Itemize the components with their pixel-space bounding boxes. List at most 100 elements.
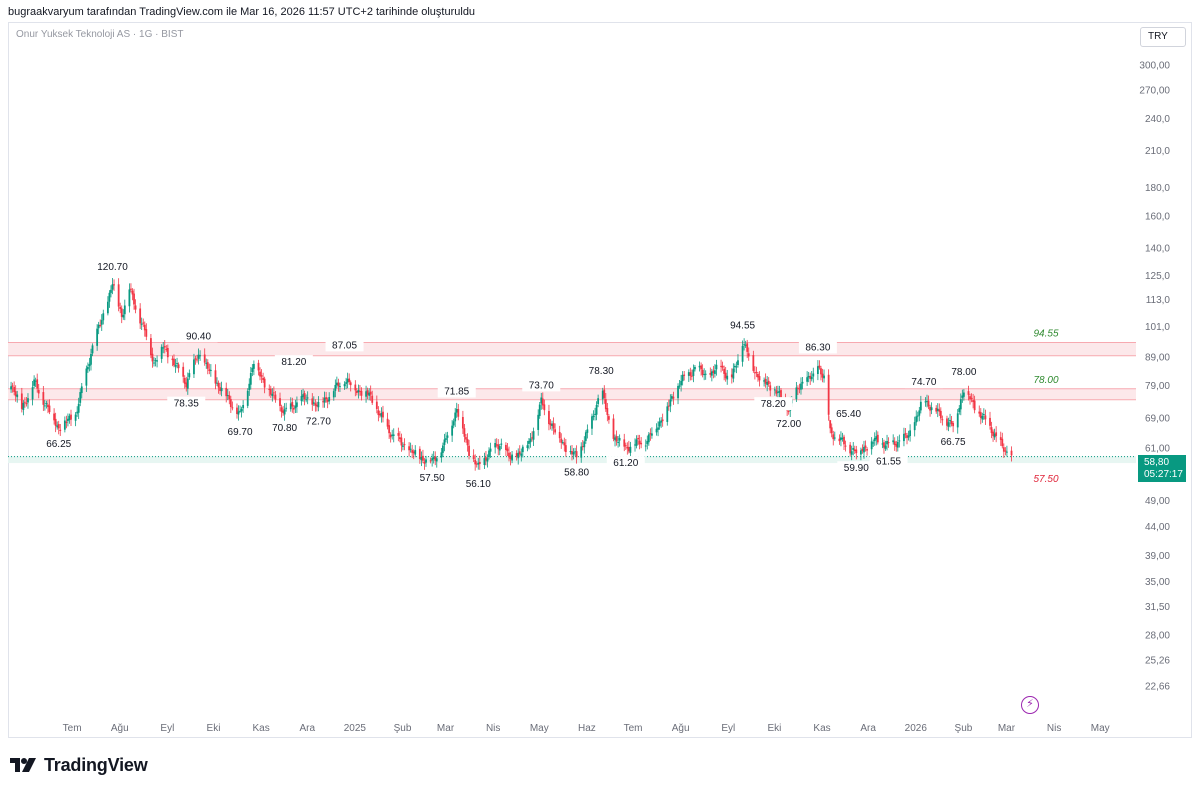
candle-up <box>248 378 251 396</box>
chart-frame <box>8 22 1192 738</box>
price-label: 56.10 <box>466 479 491 490</box>
candle-body <box>721 365 724 368</box>
candle-up <box>812 367 815 383</box>
candle-down <box>397 427 400 442</box>
candle-down <box>798 383 801 394</box>
candle-up <box>947 417 950 432</box>
price-label-bg <box>837 461 876 475</box>
candle-up <box>305 394 308 403</box>
candle-up <box>312 396 315 407</box>
candle-body <box>961 395 964 398</box>
candle-body <box>1006 451 1008 453</box>
candle-up <box>884 440 887 451</box>
candle-up <box>807 371 810 383</box>
price-label-bg <box>299 414 338 428</box>
candle-up <box>806 371 809 386</box>
price-label: 58.80 <box>564 468 589 479</box>
candle-body <box>377 410 380 416</box>
candle-body <box>712 370 715 374</box>
candle-body <box>57 424 60 429</box>
candle-up <box>209 364 212 377</box>
candle-up <box>778 385 781 399</box>
candle-body <box>735 366 738 368</box>
candle-body <box>1010 450 1013 456</box>
candle-up <box>199 350 201 361</box>
candle-body <box>335 382 338 386</box>
candle-body <box>829 415 832 429</box>
candle-down <box>257 359 260 376</box>
candle-body <box>13 387 16 393</box>
candle-down <box>53 408 56 425</box>
candle-down <box>119 302 122 314</box>
candle-up <box>647 432 650 446</box>
candle-down <box>999 431 1002 446</box>
candle-up <box>737 354 739 368</box>
candle-body <box>875 436 878 440</box>
candle-up <box>176 357 178 369</box>
candle-down <box>354 380 357 397</box>
candle-down <box>466 433 469 452</box>
candle-up <box>572 448 575 460</box>
tradingview-logo[interactable]: TradingView <box>10 754 148 776</box>
candle-down <box>359 384 361 396</box>
price-label-bg <box>221 424 260 438</box>
candle-down <box>214 364 217 390</box>
candle-body <box>314 403 317 406</box>
candle-down <box>400 433 403 452</box>
candle-down <box>753 366 756 380</box>
currency-button[interactable]: TRY <box>1140 27 1186 47</box>
candle-body <box>806 377 809 382</box>
candle-body <box>323 397 326 403</box>
candle-down <box>113 279 115 291</box>
candle-up <box>420 451 423 467</box>
candle-body <box>20 393 23 409</box>
candle-up <box>76 406 79 417</box>
price-label: 65.40 <box>836 409 861 420</box>
candle-down <box>292 404 295 414</box>
candle-body <box>454 412 457 422</box>
symbol-title: Onur Yuksek Teknoloji AS · 1G · BIST <box>16 29 184 40</box>
candle-body <box>217 382 220 388</box>
candle-body <box>860 450 862 455</box>
candle-body <box>468 445 470 456</box>
candle-down <box>855 445 858 460</box>
candle-body <box>431 458 434 461</box>
price-label: 81.20 <box>281 357 306 368</box>
candle-up <box>1006 445 1008 457</box>
candle-up <box>597 394 600 408</box>
candle-body <box>375 401 378 410</box>
candle-body <box>795 387 798 400</box>
candle-body <box>1004 450 1007 452</box>
candle-body <box>592 415 595 418</box>
candle-up <box>651 427 653 439</box>
candle-down <box>20 387 23 413</box>
candle-down <box>1004 447 1007 456</box>
candle-down <box>797 385 799 395</box>
candle-body <box>807 376 810 378</box>
candle-down <box>767 377 770 387</box>
price-label: 87.05 <box>332 340 357 351</box>
candle-body <box>348 378 351 382</box>
candle-up <box>670 394 673 402</box>
candle-body <box>947 422 950 427</box>
candle-up <box>452 418 455 429</box>
candle-body <box>601 390 604 400</box>
lightning-icon[interactable]: ⚡ <box>1021 696 1039 714</box>
candle-body <box>849 444 852 454</box>
y-tick-label: 125,0 <box>1145 271 1170 282</box>
candle-up <box>80 382 83 399</box>
price-label: 78.35 <box>174 399 199 410</box>
candle-up <box>409 442 412 453</box>
price-label-bg <box>798 340 837 354</box>
candle-up <box>915 410 918 426</box>
candle-body <box>67 418 69 422</box>
candle-up <box>850 445 853 461</box>
candle-body <box>500 443 503 445</box>
candle-body <box>498 446 501 451</box>
candle-up <box>108 290 111 308</box>
candle-down <box>895 440 898 452</box>
candle-body <box>153 362 155 364</box>
candle-down <box>25 396 28 407</box>
candle-down <box>607 414 610 424</box>
